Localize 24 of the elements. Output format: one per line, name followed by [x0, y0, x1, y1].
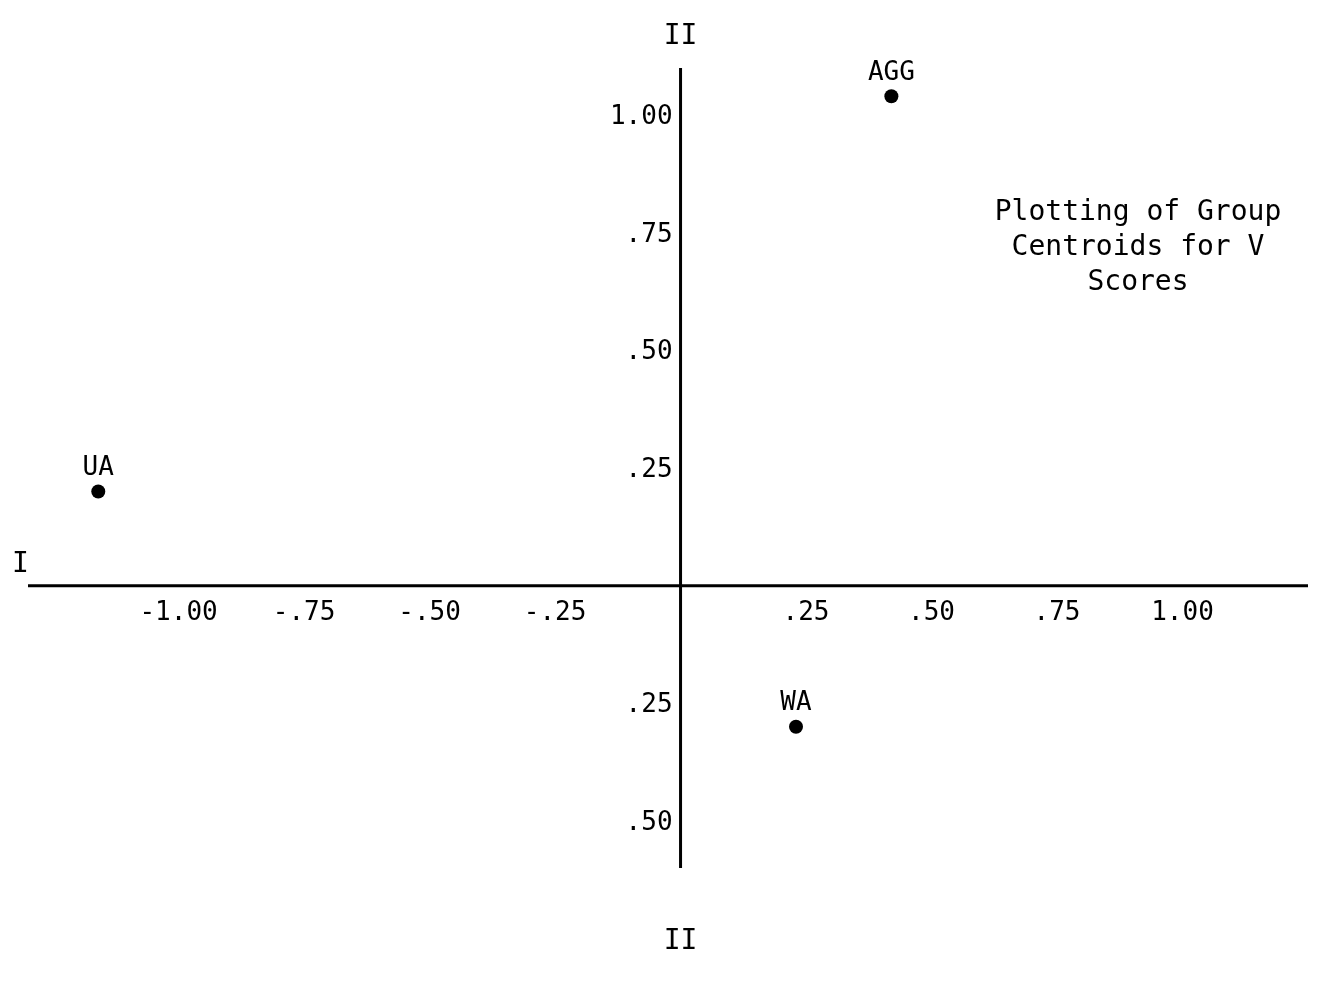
y-tick-label: 1.00: [609, 100, 673, 131]
x-tick-label: -.50: [398, 595, 461, 626]
text: II: [663, 923, 698, 956]
x-tick-label: -.25: [523, 595, 587, 626]
y-tick-label: .25: [625, 688, 673, 719]
y-tick-label: .50: [625, 805, 673, 836]
series-label: AGG: [867, 55, 915, 86]
x-tick-label: -.75: [272, 595, 336, 626]
series-label: UA: [82, 451, 115, 482]
x-axis-title: I: [12, 545, 29, 579]
x-tick-label: 1.00: [1151, 595, 1214, 626]
point: [789, 719, 803, 734]
x-tick-label: -1.00: [139, 595, 218, 626]
text: Plotting of Group Centroids for V Scores: [993, 193, 1283, 298]
point: [884, 89, 899, 104]
y-axis-title: II: [662, 18, 699, 51]
x-tick-label: .25: [782, 595, 830, 626]
point: [91, 484, 106, 499]
x-tick-label: .50: [908, 595, 956, 626]
y-tick-label: .75: [625, 217, 673, 248]
y-tick-label: .50: [625, 335, 673, 366]
series-label: WA: [780, 686, 812, 717]
x-tick-label: .75: [1033, 595, 1081, 626]
y-tick-label: .25: [625, 453, 673, 483]
